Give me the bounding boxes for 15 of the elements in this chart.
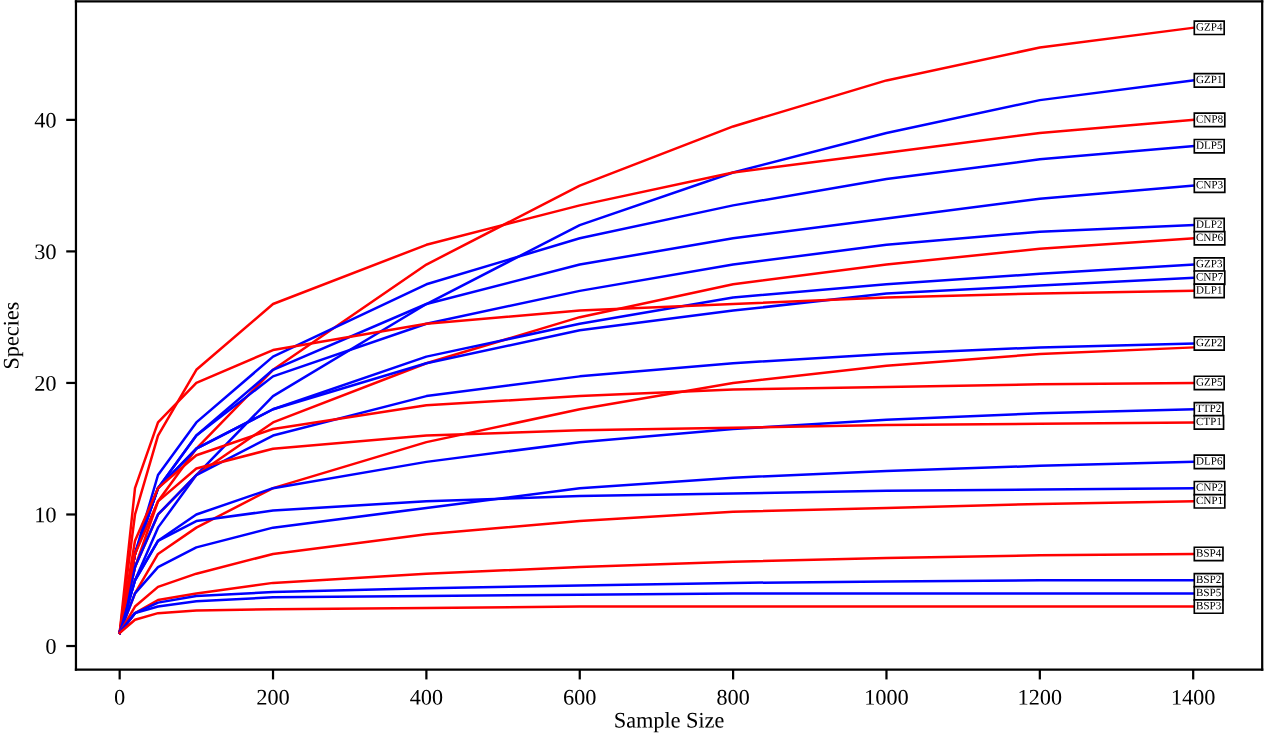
y-tick-label: 0 [46,638,56,654]
x-tick-label: 200 [257,689,289,705]
x-tick-label: 1000 [866,689,908,705]
y-axis-title: Species [3,302,24,369]
y-tick-label: 40 [34,112,56,128]
y-tick-label: 20 [35,375,56,391]
y-tick-label: 30 [35,244,56,260]
x-tick-label: 1200 [1019,689,1062,705]
x-tick-label: 0 [114,689,125,705]
y-tick-label: 10 [36,507,56,523]
x-tick-label: 1400 [1172,689,1215,705]
x-tick-label: 600 [564,689,596,705]
x-tick-label: 400 [410,689,443,705]
x-tick-label: 800 [717,689,749,705]
x-axis-title: Sample Size [615,712,724,733]
